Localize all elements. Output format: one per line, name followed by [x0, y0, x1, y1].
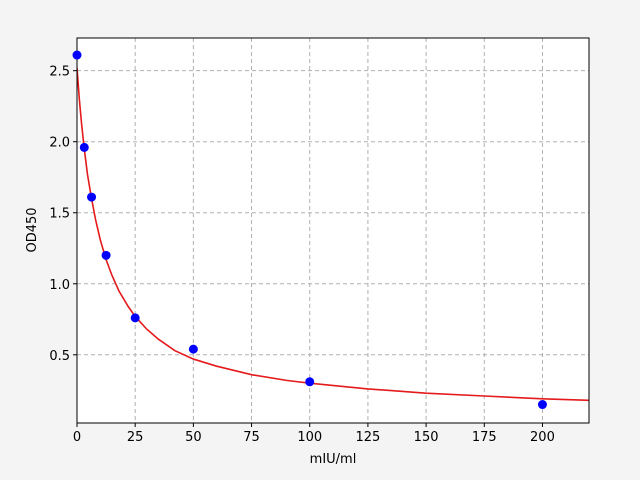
data-point [72, 50, 82, 60]
plot-area [77, 38, 589, 423]
grid [76, 38, 589, 423]
data-point [188, 344, 198, 354]
x-tick-label: 50 [185, 430, 202, 445]
x-tick-label: 175 [472, 430, 497, 445]
y-axis-label: OD450 [25, 207, 40, 252]
fit-curve [77, 67, 589, 402]
data-point [101, 250, 111, 260]
data-point [87, 192, 97, 202]
x-tick-label: 0 [73, 430, 81, 445]
y-tick-label: 1.5 [49, 207, 70, 222]
x-tick-label: 200 [530, 430, 555, 445]
data-point [79, 142, 89, 152]
data-point [305, 377, 315, 387]
x-tick-label: 100 [297, 430, 322, 445]
x-tick-label: 125 [355, 430, 380, 445]
plot-frame [76, 37, 590, 424]
y-tick-label: 2.0 [49, 136, 70, 151]
x-tick-label: 75 [243, 430, 260, 445]
data-point [537, 400, 547, 410]
y-tick-label: 2.5 [49, 65, 70, 80]
x-axis-label: mIU/ml [310, 452, 357, 467]
labels: 0 25 50 75 100 125 150 175 200 0.5 1.0 1.5 2.0 2.5 [49, 65, 555, 445]
marks [77, 67, 589, 402]
y-tick-label: 1.0 [49, 278, 70, 293]
y-tick-label: 0.5 [49, 349, 70, 364]
x-tick-label: 25 [127, 430, 144, 445]
data-point [130, 313, 140, 323]
x-tick-label: 150 [414, 430, 439, 445]
